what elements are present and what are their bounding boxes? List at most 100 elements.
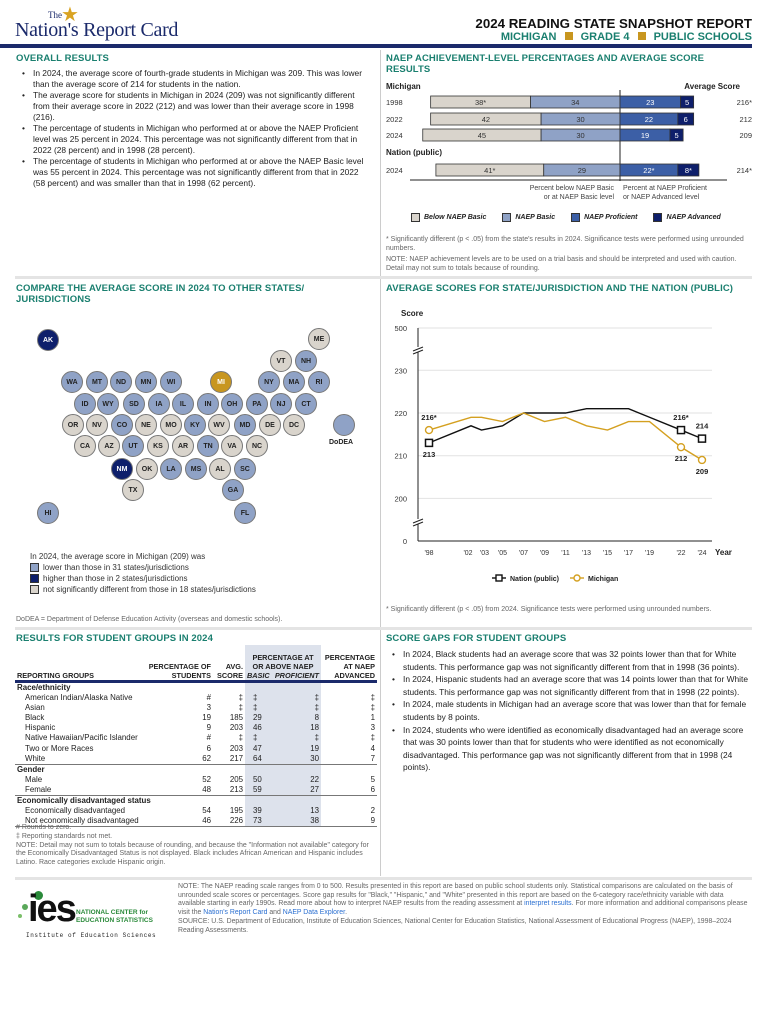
table-row: White 62 217 64 30 7	[15, 753, 377, 765]
bar-segment-label: 45	[478, 131, 486, 140]
legend-below-basic: Below NAEP Basic	[411, 213, 486, 222]
compare-legend: In 2024, the average score in Michigan (…	[30, 551, 256, 595]
compare-heading: COMPARE THE AVERAGE SCORE IN 2024 TO OTH…	[16, 283, 305, 305]
axis-break-mark	[412, 521, 424, 527]
legend-basic: NAEP Basic	[502, 213, 555, 222]
section-label: Race/ethnicity	[17, 682, 71, 692]
legend-higher: higher than those in 2 states/jurisdicti…	[30, 573, 256, 584]
overall-bullet: In 2024, the average score of fourth-gra…	[18, 68, 370, 90]
avg-score: ‡	[238, 692, 243, 702]
data-point-square	[424, 438, 434, 448]
nrc-logo: The ★ Nation's Report Card	[15, 4, 195, 41]
pct-students: 19	[202, 712, 211, 722]
legend-proficient: NAEP Proficient	[571, 213, 638, 222]
overall-bullets: In 2024, the average score of fourth-gra…	[18, 68, 370, 189]
pct-advanced: ‡	[370, 733, 375, 743]
pct-advanced: 5	[370, 774, 375, 784]
ies-name-1: NATIONAL CENTER for	[76, 909, 148, 916]
state-in: IN	[197, 393, 219, 415]
student-groups-table: REPORTING GROUPS PERCENTAGE OF STUDENTS …	[15, 645, 377, 827]
bar-segment-label: 22	[645, 115, 653, 124]
michigan-label: Michigan	[386, 82, 421, 91]
col-avg: AVG. SCORE	[217, 661, 243, 680]
legend-lower: lower than those in 31 states/jurisdicti…	[30, 562, 256, 573]
state-tx: TX	[122, 479, 144, 501]
state-nm: NM	[111, 458, 133, 480]
pct-students: #	[206, 692, 211, 702]
achievement-heading: NAEP ACHIEVEMENT-LEVEL PERCENTAGES AND A…	[386, 53, 705, 75]
axis-break-mark	[412, 349, 424, 355]
pct-students: 46	[202, 816, 211, 825]
x-tick-label: '17	[624, 550, 633, 557]
group-label: Female	[25, 784, 52, 794]
footer-note-text: . For more information and additional co…	[178, 900, 748, 917]
nations-report-card-link[interactable]: Nation's Report Card	[203, 909, 268, 917]
state-tn: TN	[197, 435, 219, 457]
section-row: Economically disadvantaged status	[15, 795, 377, 806]
data-label: 214	[696, 422, 709, 431]
separator-square	[637, 32, 646, 40]
state-mt: MT	[86, 371, 108, 393]
pct-proficient: 27	[290, 784, 321, 796]
y-axis-label: Score	[401, 309, 424, 318]
y-tick-label: 200	[394, 494, 407, 503]
axis-break-mark	[412, 518, 424, 524]
state-sd: SD	[123, 393, 145, 415]
groups-heading: RESULTS FOR STUDENT GROUPS IN 2024	[16, 633, 213, 644]
bar-year-label: 2024	[386, 166, 403, 175]
state-va: VA	[221, 435, 243, 457]
state-ca: CA	[74, 435, 96, 457]
state-ms: MS	[185, 458, 207, 480]
line-chart-footnote: * Significantly different (p < .05) from…	[386, 606, 712, 613]
gaps-heading: SCORE GAPS FOR STUDENT GROUPS	[386, 633, 567, 644]
header-rule	[0, 44, 752, 48]
ies-name-2: EDUCATION STATISTICS	[76, 917, 153, 924]
note-rounds: # Rounds to zero.	[16, 824, 72, 831]
pct-advanced: 9	[370, 816, 375, 825]
state-ri: RI	[308, 371, 330, 393]
gap-bullet: In 2024, Hispanic students had an averag…	[388, 673, 748, 698]
state-ky: KY	[184, 414, 206, 436]
interpret-results-link[interactable]: interpret results	[524, 900, 572, 908]
state-nh: NH	[295, 350, 317, 372]
x-tick-label: '98	[424, 550, 433, 557]
pct-basic: 64	[245, 753, 291, 765]
pct-proficient: 19	[290, 743, 321, 754]
state-mi: MI	[210, 371, 232, 393]
section-row: Race/ethnicity	[15, 681, 377, 693]
ies-mark: ies	[28, 888, 77, 930]
pct-proficient: 18	[290, 723, 321, 734]
avg-score: ‡	[238, 702, 243, 712]
pct-proficient: 38	[290, 816, 321, 827]
state-mn: MN	[135, 371, 157, 393]
bar-segment-label: 38*	[475, 98, 486, 107]
x-tick-label: '05	[498, 550, 507, 557]
section-divider	[15, 627, 752, 630]
naep-data-explorer-link[interactable]: NAEP Data Explorer	[282, 909, 346, 917]
col-groups: REPORTING GROUPS	[17, 670, 95, 680]
col-basic: BASIC	[247, 670, 270, 680]
caption-left-line: or at NAEP Basic level	[543, 194, 614, 201]
state-label: MICHIGAN	[500, 31, 557, 43]
section-row: Gender	[15, 764, 377, 775]
group-label: Male	[25, 774, 43, 784]
report-subtitle: MICHIGAN GRADE 4 PUBLIC SCHOOLS	[501, 31, 752, 43]
state-wi: WI	[160, 371, 182, 393]
state-ok: OK	[136, 458, 158, 480]
avg-score: 203	[229, 723, 243, 733]
y-tick-label: 210	[394, 452, 407, 461]
schools-label: PUBLIC SCHOOLS	[653, 31, 752, 43]
x-tick-label: '15	[603, 550, 612, 557]
avg-score: 185	[229, 712, 243, 722]
state-ny: NY	[258, 371, 280, 393]
state-dodea	[333, 414, 355, 436]
group-label: Economically disadvantaged	[25, 805, 126, 815]
x-tick-label: '22	[676, 550, 685, 557]
x-tick-label: '11	[561, 550, 570, 557]
state-al: AL	[209, 458, 231, 480]
gap-bullet: In 2024, Black students had an average s…	[388, 648, 748, 673]
avg-score-value: 214*	[737, 166, 753, 175]
pct-proficient: 8	[290, 712, 321, 724]
pct-students: 62	[202, 753, 211, 763]
group-label: Black	[25, 712, 45, 722]
